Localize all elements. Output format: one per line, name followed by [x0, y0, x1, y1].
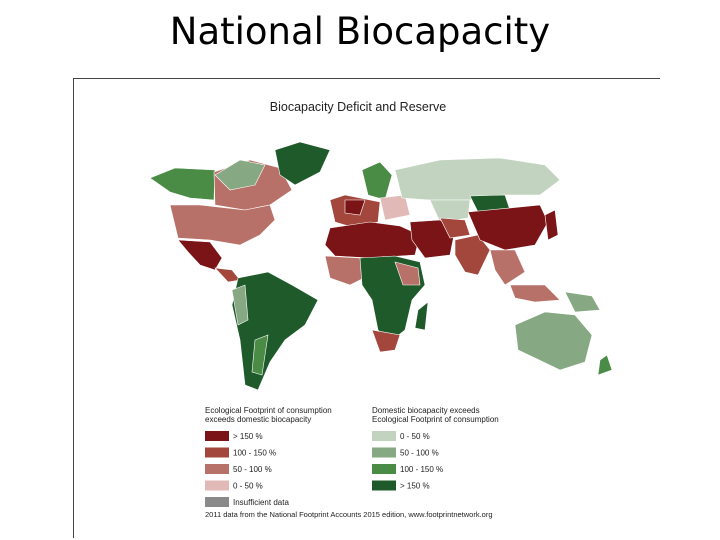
legend-label: 100 - 150 % — [233, 449, 276, 458]
legend-heading: Ecological Footprint of consumption — [205, 406, 332, 415]
region — [177, 239, 223, 271]
region — [149, 167, 216, 201]
region — [214, 159, 266, 191]
slide-title: National Biocapacity — [169, 10, 551, 53]
world-map — [149, 141, 613, 391]
legend: Ecological Footprint of consumptionexcee… — [205, 406, 499, 507]
region — [394, 157, 561, 201]
legend-label: 50 - 100 % — [233, 465, 272, 474]
legend-heading: exceeds domestic biocapacity — [205, 415, 311, 424]
region — [169, 204, 276, 246]
legend-heading: Ecological Footprint of consumption — [372, 415, 499, 424]
legend-label: > 150 % — [233, 432, 263, 441]
region — [544, 209, 559, 241]
region — [467, 204, 549, 251]
legend-label: 0 - 50 % — [233, 482, 263, 491]
region — [414, 301, 429, 331]
region — [564, 291, 601, 313]
legend-label: > 150 % — [400, 482, 430, 491]
legend-swatch — [372, 447, 396, 458]
region — [597, 354, 613, 376]
region — [324, 221, 421, 259]
region — [361, 161, 393, 201]
legend-label: Insufficient data — [233, 498, 289, 507]
map-figure: Biocapacity Deficit and Reserve — [73, 78, 660, 538]
region — [429, 199, 471, 223]
region — [344, 199, 366, 216]
region — [409, 219, 456, 259]
region — [394, 261, 421, 286]
region — [379, 194, 411, 221]
legend-swatch — [205, 447, 229, 458]
region — [371, 329, 401, 353]
region — [509, 284, 561, 303]
region — [439, 217, 471, 239]
legend-label: 0 - 50 % — [400, 432, 430, 441]
footnote: 2011 data from the National Footprint Ac… — [205, 510, 493, 519]
region — [489, 249, 526, 286]
legend-label: 100 - 150 % — [400, 465, 443, 474]
region — [251, 334, 269, 376]
region — [514, 311, 593, 371]
legend-swatch — [372, 480, 396, 491]
legend-heading: Domestic biocapacity exceeds — [372, 406, 480, 415]
region — [214, 267, 241, 283]
map-title: Biocapacity Deficit and Reserve — [270, 100, 447, 114]
legend-swatch — [205, 431, 229, 441]
region — [231, 284, 249, 326]
legend-swatch — [205, 497, 229, 507]
legend-label: 50 - 100 % — [400, 449, 439, 458]
region — [274, 141, 331, 186]
region — [324, 255, 371, 286]
legend-swatch — [372, 464, 396, 474]
legend-swatch — [205, 480, 229, 491]
legend-swatch — [205, 464, 229, 474]
legend-swatch — [372, 431, 396, 441]
